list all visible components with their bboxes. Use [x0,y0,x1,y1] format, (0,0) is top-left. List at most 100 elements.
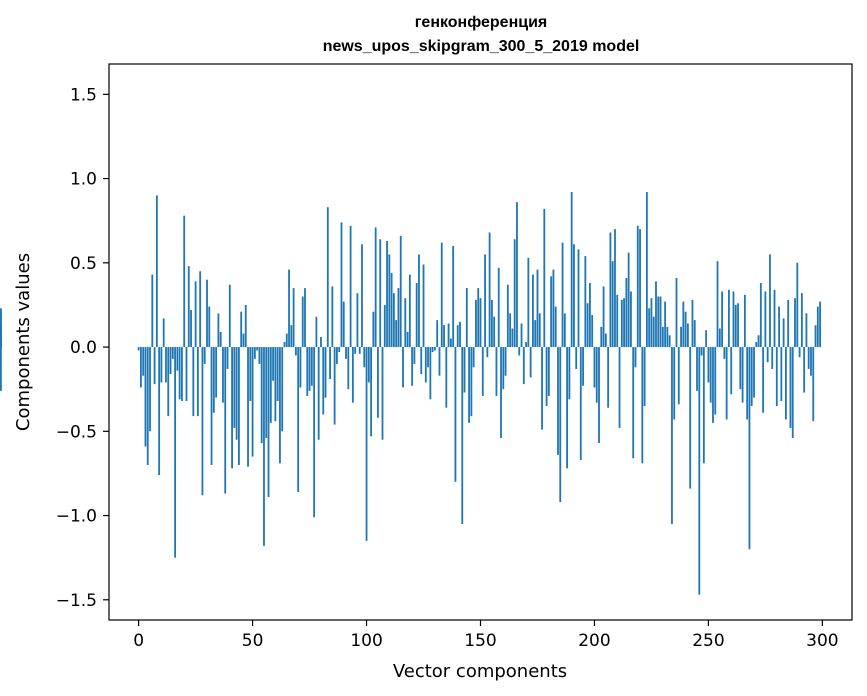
bar-component-131 [436,320,439,348]
bar-component-78 [315,316,318,348]
bar-component-230 [661,326,664,348]
bar-component-129 [431,347,434,353]
bar-component-103 [372,311,375,348]
bar-component-234 [671,347,673,524]
bar-component-155 [490,299,493,348]
bar-component-114 [397,288,400,348]
x-axis-label: Vector components [393,661,567,682]
bar-component-27 [199,271,202,348]
bar-component-231 [664,301,667,348]
bar-component-40 [228,284,231,348]
bar-component-189 [568,347,571,400]
bar-component-13 [167,347,170,417]
bar-component-71 [299,347,302,388]
bar-component-285 [787,299,790,348]
y-tick-label: −1.0 [56,507,97,527]
bar-component-47 [244,304,247,348]
bar-component-99 [363,347,366,368]
bar-component-69 [294,347,297,356]
bar-component-57 [267,347,270,497]
bar-component-193 [577,249,580,348]
bar-component-109 [386,240,388,348]
bar-component-187 [563,313,566,348]
bar-component-29 [203,347,206,364]
bar-component-293 [805,313,808,348]
bar-component-170 [525,342,527,348]
bar-component-19 [181,347,183,401]
bar-component-173 [532,274,534,348]
bar-component-104 [374,227,377,348]
bar-component-215 [627,252,630,348]
bar-component-191 [573,244,575,348]
bar-component-145 [468,347,471,423]
bar-component-11 [162,318,165,348]
bar-component-39 [226,347,229,369]
bar-component-91 [345,347,347,359]
bar-component-139 [454,347,457,482]
bar-component-243 [691,299,694,348]
bar-component-251 [709,347,712,403]
bar-component-21 [185,347,188,401]
bar-component-190 [570,192,573,348]
x-tick-label: 50 [242,631,264,651]
bar-component-164 [511,328,514,348]
bar-component-106 [379,239,382,348]
bar-component-64 [283,342,286,348]
bar-component-79 [317,347,320,440]
bar-component-122 [415,283,418,348]
bar-component-51 [253,347,256,359]
bar-component-254 [716,261,719,348]
bar-component-126 [424,347,427,383]
bar-component-81 [322,347,325,415]
bar-component-151 [481,347,484,396]
bar-component-182 [552,269,555,348]
bar-component-283 [782,318,785,348]
bar-component-9 [158,347,161,476]
bar-component-132 [438,347,441,376]
bar-component-184 [557,347,559,455]
bar-component-236 [675,277,678,348]
bar-component-203 [600,326,603,348]
bar-component-276 [766,347,769,363]
bar-component-90 [342,301,345,348]
bar-component-279 [773,289,776,348]
bar-component-8 [155,195,158,348]
bar-component-142 [461,347,464,524]
y-tick-label: 1.5 [70,85,97,105]
bar-component-258 [725,347,728,420]
y-tick-label: −0.5 [56,422,97,442]
bar-component-167 [518,347,521,356]
bar-component-202 [598,347,600,444]
bar-component-240 [684,311,687,348]
x-tick-label: 150 [464,631,496,651]
bar-component-62 [279,347,281,464]
bar-component-138 [452,245,455,348]
bar-component-213 [623,298,625,348]
bar-component-223 [645,192,648,348]
bar-component-266 [743,294,746,348]
bar-component-205 [604,333,607,348]
bar-component-249 [705,330,708,348]
bar-component-172 [529,347,532,378]
bar-component-50 [251,347,254,457]
bar-component-92 [347,347,350,390]
bar-component-163 [509,313,512,348]
bar-component-56 [265,347,268,439]
bar-component-5 [149,347,151,432]
bar-component-137 [449,338,452,348]
bar-component-48 [247,347,249,467]
bar-component-61 [276,347,279,401]
x-tick-label: 300 [806,631,838,651]
bar-component-168 [520,323,523,348]
bar-component-222 [643,347,646,407]
bar-component-277 [769,254,771,348]
bar-component-25 [194,281,197,348]
bar-component-144 [465,288,468,348]
bar-component-undefined [0,340,2,348]
bar-component-34 [215,347,218,398]
bar-component-178 [543,208,546,348]
bar-component-289 [796,262,799,348]
bar-component-127 [427,347,429,368]
bar-component-101 [367,347,370,383]
